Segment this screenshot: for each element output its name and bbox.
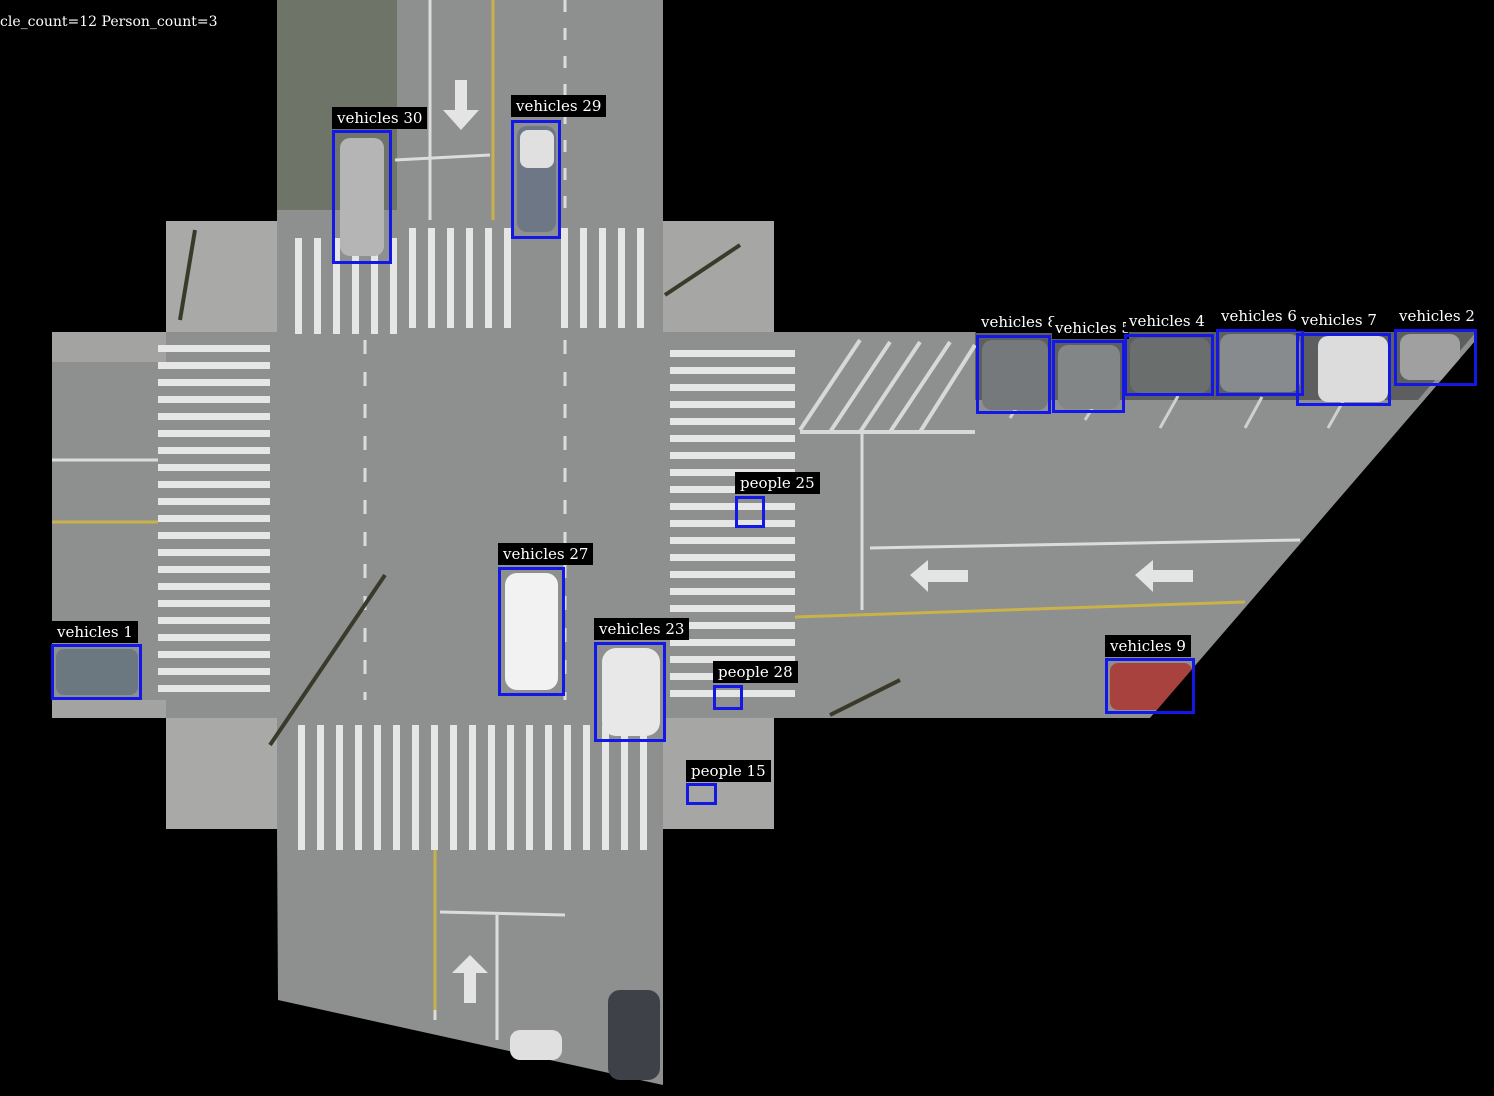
light-poles <box>178 229 901 747</box>
detection-label: vehicles 1 <box>52 621 138 643</box>
detection-label: people 25 <box>735 472 820 494</box>
detection-box <box>686 783 717 805</box>
detection-box <box>1124 334 1214 396</box>
detection-label: people 28 <box>713 661 798 683</box>
hatch-markings <box>798 338 977 434</box>
detection-label: people 15 <box>686 760 771 782</box>
car-27 <box>505 573 558 690</box>
car-30 <box>340 138 384 256</box>
car-parked-south <box>608 990 660 1080</box>
detection-box <box>332 130 392 264</box>
detection-label: vehicles 6 <box>1216 305 1302 327</box>
detection-box <box>976 335 1051 414</box>
detection-box <box>1296 333 1391 406</box>
detection-box <box>1105 658 1195 714</box>
car-parked-south-2 <box>510 1030 562 1060</box>
detection-box <box>511 120 561 239</box>
detection-label: vehicles 23 <box>594 618 690 640</box>
sidewalk-nw <box>166 221 277 332</box>
car-8 <box>982 340 1048 410</box>
yellow-lines <box>52 0 1246 1010</box>
detection-label: vehicles 2 <box>1394 305 1480 327</box>
car-1 <box>56 649 138 695</box>
crosswalk-east <box>670 350 795 697</box>
detection-box <box>1052 340 1125 413</box>
car-5 <box>1058 345 1120 409</box>
car-7 <box>1318 336 1388 402</box>
vehicle-shapes <box>56 126 1460 1080</box>
sidewalk-ne <box>663 221 774 332</box>
crosswalk-west <box>158 345 270 692</box>
detection-box <box>498 567 565 696</box>
detection-box <box>1216 329 1304 396</box>
detection-label: vehicles 9 <box>1105 635 1191 657</box>
sidewalk-sw <box>166 718 277 829</box>
car-6 <box>1220 334 1300 392</box>
detection-label: vehicles 7 <box>1296 309 1382 331</box>
detection-label: vehicles 27 <box>498 543 594 565</box>
sidewalk-west-top <box>52 332 166 362</box>
object-count-readout: cle_count=12 Person_count=3 <box>0 14 218 30</box>
detection-label: vehicles 30 <box>332 107 428 129</box>
detection-box <box>713 685 743 710</box>
detection-label: vehicles 29 <box>511 95 607 117</box>
mosaic-edge-east <box>1150 340 1476 718</box>
detection-box <box>594 642 666 742</box>
car-29-roof <box>520 130 554 168</box>
car-4 <box>1130 338 1210 393</box>
car-23 <box>602 648 660 736</box>
detection-box <box>735 496 765 528</box>
sidewalk-west-bottom <box>52 700 166 718</box>
detection-box <box>51 644 142 700</box>
car-2 <box>1400 334 1460 380</box>
crosswalk-south <box>298 725 647 850</box>
detection-label: vehicles 4 <box>1126 310 1213 332</box>
crosswalk-north <box>295 228 644 334</box>
detection-box <box>1394 329 1477 386</box>
detection-label: vehicles 8 <box>976 311 1062 333</box>
turn-arrows <box>443 80 1193 1003</box>
detection-label: vehicles 5 <box>1052 317 1129 339</box>
